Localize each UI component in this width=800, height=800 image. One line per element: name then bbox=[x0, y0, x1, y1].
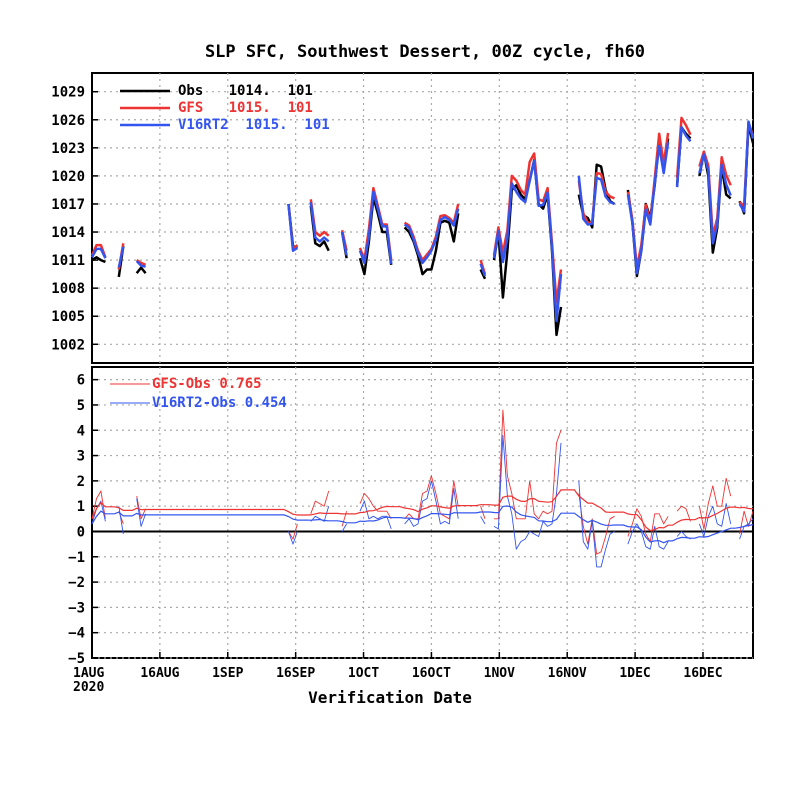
top-line-v16rt2 bbox=[675, 126, 692, 188]
top-line-obs bbox=[135, 266, 147, 274]
x-tick-label: 16NOV bbox=[548, 666, 587, 681]
top-legend: Obs 1014. 101 GFS 1015. 101 V16RT2 1015.… bbox=[120, 83, 330, 133]
bottom-mean-v16rt2-obs bbox=[91, 505, 754, 544]
top-y-tick-label: 1008 bbox=[51, 281, 85, 297]
bottom-line-v16rt2-obs bbox=[359, 500, 392, 530]
top-line-v16rt2 bbox=[309, 201, 330, 243]
bottom-y-tick-label: −5 bbox=[68, 651, 85, 667]
bottom-line-gfs-obs bbox=[676, 505, 691, 522]
bottom-legend: GFS-Obs 0.765 V16RT2-Obs 0.454 bbox=[110, 376, 287, 411]
top-line-v16rt2 bbox=[340, 231, 348, 256]
legend-label-gfs: GFS 1015. 101 bbox=[178, 100, 313, 116]
bottom-y-tick-label: −4 bbox=[68, 626, 85, 642]
bottom-y-tick-label: −1 bbox=[68, 550, 85, 566]
bottom-line-v16rt2-obs bbox=[404, 480, 459, 527]
bottom-line-v16rt2-obs bbox=[310, 506, 330, 522]
bottom-panel-y-axis: −5 −4 −3 −2 −1 0 1 2 3 4 5 6 bbox=[68, 373, 98, 667]
top-line-obs bbox=[91, 256, 106, 264]
top-line-v16rt2 bbox=[479, 263, 487, 277]
top-y-tick-label: 1017 bbox=[51, 197, 85, 213]
top-line-v16rt2 bbox=[626, 142, 670, 275]
bottom-panel-grid bbox=[92, 367, 753, 659]
bottom-y-tick-label: −2 bbox=[68, 575, 85, 591]
bottom-y-tick-label: 2 bbox=[77, 474, 85, 490]
bottom-line-v16rt2-obs bbox=[578, 480, 615, 568]
top-y-tick-label: 1023 bbox=[51, 141, 85, 157]
top-line-obs bbox=[479, 268, 487, 280]
bottom-line-v16rt2-obs bbox=[480, 516, 486, 525]
bottom-line-gfs-obs bbox=[627, 508, 669, 543]
bottom-line-v16rt2-obs bbox=[739, 518, 754, 540]
x-tick-label: 1OCT bbox=[348, 666, 379, 681]
top-line-v16rt2 bbox=[698, 153, 732, 245]
top-panel-grid bbox=[92, 73, 753, 363]
bottom-line-gfs-obs bbox=[310, 490, 330, 514]
bottom-y-tick-label: 5 bbox=[77, 398, 85, 414]
bottom-y-tick-label: 1 bbox=[77, 499, 85, 515]
top-panel-series bbox=[90, 116, 755, 337]
x-tick-label: 16OCT bbox=[412, 666, 451, 681]
bottom-line-gfs-obs bbox=[494, 409, 562, 520]
top-line-v16rt2 bbox=[492, 159, 563, 323]
top-y-tick-label: 1011 bbox=[51, 253, 85, 269]
x-tick-label: 16DEC bbox=[683, 666, 722, 681]
bottom-line-v16rt2-obs bbox=[493, 434, 562, 550]
top-y-tick-label: 1014 bbox=[51, 225, 85, 241]
bottom-y-tick-label: 0 bbox=[77, 524, 85, 540]
bottom-line-v16rt2-obs bbox=[118, 506, 124, 535]
top-y-tick-label: 1026 bbox=[51, 113, 85, 129]
top-line-v16rt2 bbox=[117, 246, 125, 268]
top-line-v16rt2 bbox=[358, 190, 393, 265]
legend-label-v16rt2: V16RT2 1015. 101 bbox=[178, 117, 330, 133]
top-panel-y-axis: 1002 1005 1008 1011 1014 1017 1020 1023 1026 1029 bbox=[51, 85, 98, 353]
chart-title: SLP SFC, Southwest Dessert, 00Z cycle, f… bbox=[205, 42, 645, 62]
bottom-mean-gfs-obs bbox=[91, 489, 754, 532]
bottom-line-gfs-obs bbox=[288, 523, 298, 540]
x-tick-label: 1SEP bbox=[212, 666, 243, 681]
bottom-line-v16rt2-obs bbox=[136, 498, 147, 527]
bottom-line-v16rt2-obs bbox=[627, 523, 669, 550]
bottom-line-gfs-obs bbox=[698, 477, 732, 530]
legend-label-obs: Obs 1014. 101 bbox=[178, 83, 313, 99]
x-tick-label: 1DEC bbox=[619, 666, 650, 681]
top-line-v16rt2 bbox=[90, 247, 107, 259]
x-axis-label: Verification Date bbox=[308, 688, 472, 707]
bottom-y-tick-label: 4 bbox=[77, 423, 85, 439]
top-y-tick-label: 1002 bbox=[51, 337, 85, 353]
x-axis-year: 2020 bbox=[73, 680, 104, 695]
bottom-line-gfs-obs bbox=[359, 493, 392, 520]
bottom-line-v16rt2-obs bbox=[288, 531, 298, 545]
x-tick-label: 1NOV bbox=[484, 666, 515, 681]
top-y-tick-label: 1005 bbox=[51, 309, 85, 325]
top-line-v16rt2 bbox=[135, 260, 146, 268]
bottom-y-tick-label: 3 bbox=[77, 449, 85, 465]
bottom-line-v16rt2-obs bbox=[341, 523, 347, 532]
legend-label-gfs-obs: GFS-Obs 0.765 bbox=[152, 376, 262, 392]
top-line-v16rt2 bbox=[403, 208, 460, 265]
top-line-v16rt2 bbox=[287, 203, 299, 252]
bottom-y-tick-label: −3 bbox=[68, 600, 85, 616]
top-line-v16rt2 bbox=[738, 120, 755, 213]
bottom-y-tick-label: 6 bbox=[77, 373, 85, 389]
top-panel-frame bbox=[91, 72, 754, 364]
top-y-tick-label: 1020 bbox=[51, 169, 85, 185]
bottom-line-gfs-obs bbox=[578, 493, 615, 555]
bottom-line-gfs-obs bbox=[739, 510, 754, 535]
top-y-tick-label: 1029 bbox=[51, 85, 85, 101]
top-line-gfs bbox=[577, 171, 615, 224]
top-line-v16rt2 bbox=[577, 175, 615, 226]
x-axis: 1AUG 16AUG 1SEP 16SEP 1OCT 16OCT 1NOV 16NOV 1DEC… bbox=[73, 652, 723, 681]
bottom-panel-series bbox=[91, 409, 754, 568]
legend-label-v16rt2-obs: V16RT2-Obs 0.454 bbox=[152, 395, 287, 411]
x-tick-label: 16AUG bbox=[140, 666, 179, 681]
x-tick-label: 1AUG bbox=[73, 666, 104, 681]
x-tick-label: 16SEP bbox=[276, 666, 315, 681]
bottom-line-gfs-obs bbox=[136, 496, 147, 520]
top-line-obs bbox=[358, 196, 393, 276]
